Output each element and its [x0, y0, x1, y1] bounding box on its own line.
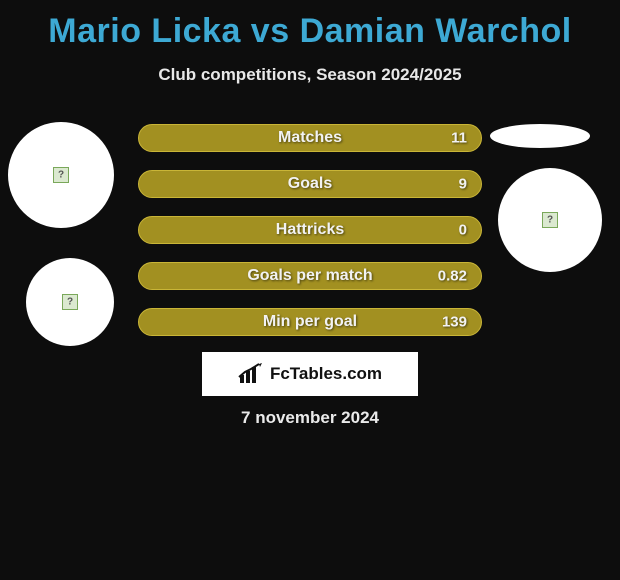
stat-bar: Hattricks 0: [138, 216, 482, 244]
stat-bar: Goals per match 0.82: [138, 262, 482, 290]
stat-bar-value: 9: [459, 176, 467, 193]
stat-bar-value: 11: [451, 130, 467, 147]
player-avatar-circle: [498, 168, 602, 272]
page-title: Mario Licka vs Damian Warchol: [0, 0, 620, 51]
player-avatar-circle: [8, 122, 114, 228]
logo-text: FcTables.com: [270, 364, 382, 384]
stat-bar-label: Min per goal: [263, 313, 357, 331]
stat-bar-value: 139: [442, 314, 467, 331]
stat-bar-label: Hattricks: [276, 221, 344, 239]
broken-image-icon: [53, 167, 69, 183]
subtitle: Club competitions, Season 2024/2025: [0, 65, 620, 85]
stat-bar-value: 0: [459, 222, 467, 239]
broken-image-icon: [542, 212, 558, 228]
stat-bar: Min per goal 139: [138, 308, 482, 336]
broken-image-icon: [62, 294, 78, 310]
fctables-logo-box: FcTables.com: [202, 352, 418, 396]
stat-bar-label: Goals per match: [247, 267, 372, 285]
stat-bars: Matches 11 Goals 9 Hattricks 0 Goals per match…: [138, 124, 482, 354]
stat-bar: Goals 9: [138, 170, 482, 198]
decorative-ellipse: [490, 124, 590, 148]
stat-bar: Matches 11: [138, 124, 482, 152]
bar-chart-icon: [238, 363, 264, 385]
date-text: 7 november 2024: [0, 408, 620, 428]
player-avatar-circle: [26, 258, 114, 346]
stat-bar-label: Goals: [288, 175, 332, 193]
stat-bar-value: 0.82: [438, 268, 467, 285]
stat-bar-label: Matches: [278, 129, 342, 147]
